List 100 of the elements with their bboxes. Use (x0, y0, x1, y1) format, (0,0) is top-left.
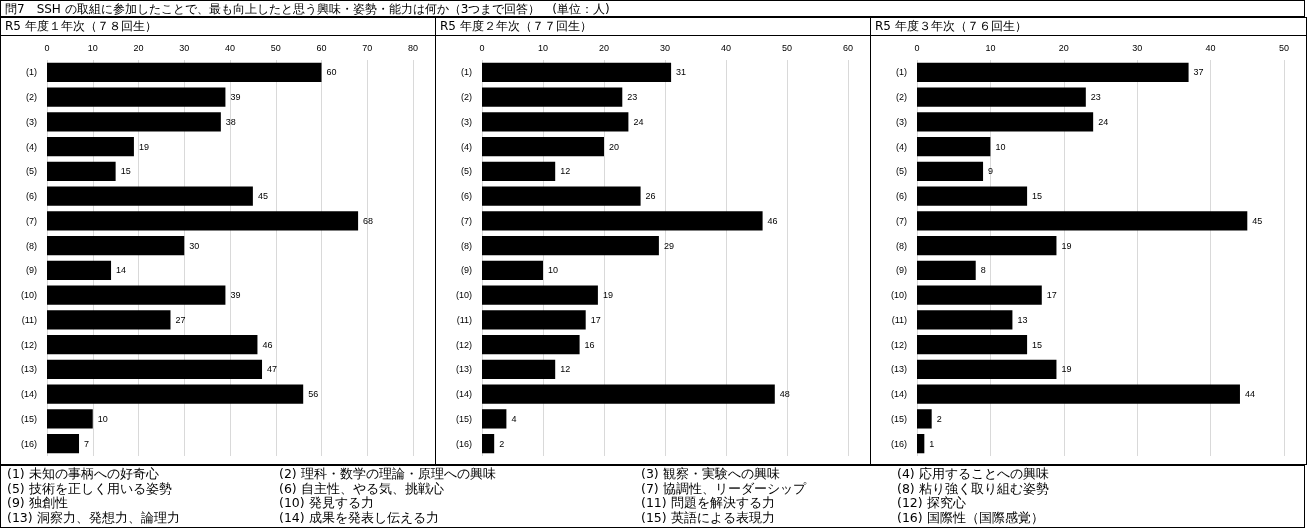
y-tick-label: (15) (455, 413, 472, 424)
x-tick-label: 70 (362, 42, 373, 53)
data-label: 60 (326, 67, 337, 78)
y-tick-label: (13) (455, 364, 472, 375)
chart-title: R5 年度２年次（７７回生） (436, 18, 870, 36)
y-tick-label: (12) (455, 339, 472, 350)
text: (2) 理科・数学の理論・原理への興味 (279, 466, 496, 481)
data-label: 23 (1090, 92, 1101, 103)
x-tick-label: 10 (985, 42, 996, 53)
y-tick-label: (4) (461, 141, 472, 152)
data-label: 1 (929, 438, 935, 449)
data-label: 39 (230, 290, 241, 301)
text: (14) 成果を発表し伝える力 (279, 509, 439, 525)
x-tick-label: 50 (270, 42, 281, 53)
y-tick-label: (16) (20, 438, 37, 449)
data-label: 39 (230, 92, 241, 103)
text: (13) 洞察力、発想力、論理力 (7, 509, 180, 525)
data-label: 19 (602, 290, 613, 301)
y-tick-label: (5) (26, 166, 37, 177)
text: (9) 独創性 (7, 495, 68, 510)
x-tick-label: 30 (659, 42, 671, 53)
text: 問7 SSH の取組に参加したことで、最も向上したと思う興味・姿勢・能力は何か（3つまで回答） (単位：人) (0, 0, 1305, 17)
x-tick-label: 30 (179, 42, 190, 53)
y-tick-label: (1) (896, 67, 907, 78)
y-tick-label: (1) (461, 67, 472, 78)
chart-title: R5 年度１年次（７８回生） (1, 18, 435, 36)
data-label: 19 (1061, 364, 1072, 375)
data-label: 68 (363, 215, 374, 226)
text: (3) 観察・実験への興味 (641, 466, 780, 481)
data-label: 27 (175, 314, 186, 325)
x-tick-label: 60 (842, 42, 854, 53)
y-tick-label: (3) (896, 116, 907, 127)
y-tick-label: (3) (461, 116, 472, 127)
data-label: 19 (1061, 240, 1072, 251)
y-tick-label: (2) (26, 92, 37, 103)
data-label: 2 (499, 438, 505, 449)
y-tick-label: (14) (455, 389, 472, 400)
data-label: 30 (189, 240, 200, 251)
x-tick-label: 80 (407, 42, 419, 53)
data-label: 46 (767, 215, 778, 226)
data-label: 4 (511, 413, 517, 424)
y-tick-label: (4) (896, 141, 907, 152)
data-label: 7 (84, 438, 90, 449)
y-tick-label: (11) (21, 314, 37, 325)
x-tick-label: 20 (133, 42, 144, 53)
text: (1) 未知の事柄への好奇心 (7, 466, 159, 481)
data-label: 13 (1017, 314, 1028, 325)
data-label: 8 (980, 265, 986, 276)
data-label: 15 (1032, 339, 1043, 350)
y-tick-label: (14) (890, 389, 907, 400)
y-tick-label: (7) (26, 215, 37, 226)
y-tick-label: (8) (26, 240, 37, 251)
data-label: 10 (97, 413, 108, 424)
text: (4) 応用することへの興味 (897, 466, 1049, 481)
data-label: 2 (936, 413, 942, 424)
x-tick-label: 40 (720, 42, 732, 53)
y-tick-label: (9) (896, 265, 907, 276)
y-tick-label: (3) (26, 116, 37, 127)
x-tick-label: 30 (1132, 42, 1143, 53)
text: (7) 協調性、リーダーシップ (641, 480, 806, 496)
data-label: 9 (988, 166, 994, 177)
text: (12) 探究心 (897, 495, 966, 510)
x-tick-label: 0 (44, 42, 50, 53)
y-tick-label: (2) (896, 92, 907, 103)
x-tick-label: 0 (914, 42, 920, 53)
data-label: 26 (645, 191, 656, 202)
data-label: 19 (138, 141, 149, 152)
y-tick-label: (14) (20, 389, 37, 400)
data-label: 45 (257, 191, 268, 202)
y-tick-label: (13) (890, 364, 907, 375)
y-tick-label: (16) (890, 438, 907, 449)
data-label: 47 (267, 364, 278, 375)
data-label: 16 (584, 339, 595, 350)
text: (11) 問題を解決する力 (641, 495, 775, 510)
x-tick-label: 50 (1278, 42, 1290, 53)
data-label: 17 (590, 314, 601, 325)
y-tick-label: (10) (20, 290, 37, 301)
y-tick-label: (1) (26, 67, 37, 78)
data-label: 14 (116, 265, 127, 276)
y-tick-label: (5) (896, 166, 907, 177)
x-tick-label: 20 (1058, 42, 1069, 53)
data-label: 15 (120, 166, 131, 177)
data-label: 20 (609, 141, 620, 152)
x-tick-label: 40 (224, 42, 236, 53)
y-tick-label: (7) (896, 215, 907, 226)
y-tick-label: (6) (26, 191, 37, 202)
y-tick-label: (4) (26, 141, 37, 152)
data-label: 15 (1032, 191, 1043, 202)
x-tick-label: 40 (1205, 42, 1216, 53)
data-label: 24 (1098, 116, 1109, 127)
y-tick-label: (9) (461, 265, 472, 276)
text: (10) 発見する力 (279, 495, 374, 510)
x-tick-label: 50 (781, 42, 793, 53)
y-tick-label: (15) (20, 413, 37, 424)
y-tick-label: (9) (26, 265, 37, 276)
y-tick-label: (7) (461, 215, 472, 226)
y-tick-label: (12) (890, 339, 907, 350)
data-label: 44 (1244, 389, 1255, 400)
chart-title: R5 年度３年次（７６回生） (871, 18, 1306, 36)
y-tick-label: (8) (461, 240, 472, 251)
